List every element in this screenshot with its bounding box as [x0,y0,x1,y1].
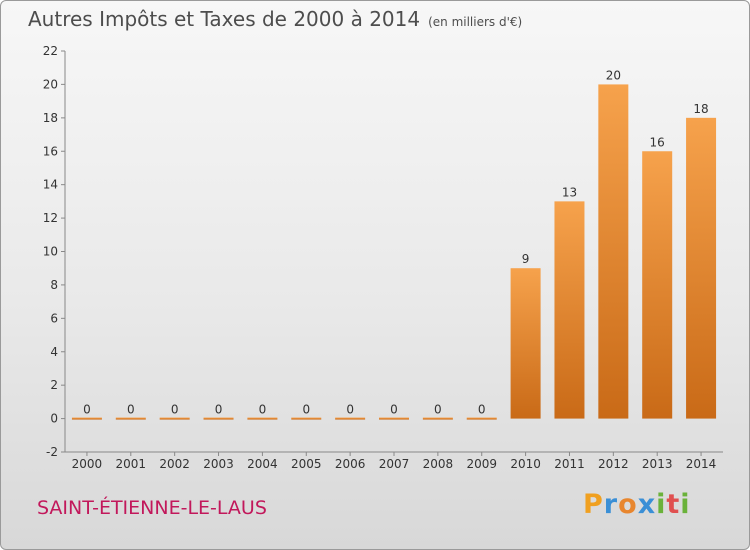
commune-name: SAINT-ÉTIENNE-LE-LAUS [37,497,267,519]
data-label: 0 [434,403,442,417]
data-label: 0 [215,403,223,417]
data-label: 16 [650,135,665,149]
logo-letter: i [680,489,691,520]
data-label: 13 [562,185,577,199]
bar [335,417,366,420]
x-tick-label: 2011 [554,457,585,471]
bar [247,417,278,420]
title-text: Autres Impôts et Taxes de 2000 à 2014 [28,7,421,31]
data-label: 9 [522,252,530,266]
data-label: 0 [478,403,486,417]
x-tick-label: 2006 [335,457,366,471]
data-label: 20 [606,68,621,82]
bar [554,201,585,419]
y-tick-label: 14 [43,178,58,192]
x-tick-label: 2002 [159,457,190,471]
bar [203,417,234,420]
y-tick-label: 20 [43,77,58,91]
x-tick-label: 2005 [291,457,322,471]
data-label: 0 [259,403,267,417]
x-tick-label: 2010 [510,457,541,471]
chart-subtitle: (en milliers d'€) [428,15,523,29]
logo-letter: x [637,489,657,520]
bar [422,417,453,420]
bar [598,84,629,419]
data-label: 0 [390,403,398,417]
x-tick-label: 2009 [466,457,497,471]
x-tick-label: 2007 [379,457,410,471]
logo-letter: r [603,489,619,520]
logo-letter: o [618,489,638,520]
bar [291,417,322,420]
x-tick-label: 2001 [116,457,147,471]
y-tick-label: 18 [43,111,58,125]
x-tick-label: 2013 [642,457,673,471]
bar [115,417,146,420]
bar [686,117,717,419]
x-tick-label: 2008 [423,457,454,471]
data-label: 0 [127,403,135,417]
x-tick-label: 2003 [203,457,234,471]
x-tick-label: 2004 [247,457,278,471]
y-tick-label: 0 [50,412,58,426]
logo-letter: i [656,489,667,520]
y-tick-label: 22 [43,44,58,58]
y-tick-label: 4 [50,345,58,359]
bar [510,268,541,419]
x-tick-label: 2000 [72,457,103,471]
y-tick-label: 16 [43,144,58,158]
bar [642,151,673,419]
bar [466,417,497,420]
bar [159,417,190,420]
chart-title: Autres Impôts et Taxes de 2000 à 2014 (en… [28,7,522,31]
bar [379,417,409,420]
data-label: 0 [346,403,354,417]
y-tick-label: -2 [46,445,58,459]
data-label: 18 [693,102,708,116]
bar [71,417,102,420]
data-label: 0 [302,403,310,417]
y-tick-label: 8 [50,278,58,292]
proxiti-logo: Proxiti [583,489,691,520]
y-tick-label: 10 [43,245,58,259]
y-tick-label: 6 [50,311,58,325]
data-label: 0 [171,403,179,417]
logo-letter: P [583,489,604,520]
data-label: 0 [83,403,91,417]
logo-letter: t [666,489,681,520]
bars: 0 0 0 0 0 0 0 0 0 0 9 13 20 16 18 [71,68,717,420]
y-tick-label: 12 [43,211,58,225]
x-tick-label: 2014 [686,457,717,471]
x-tick-label: 2012 [598,457,629,471]
y-tick-label: 2 [50,378,58,392]
